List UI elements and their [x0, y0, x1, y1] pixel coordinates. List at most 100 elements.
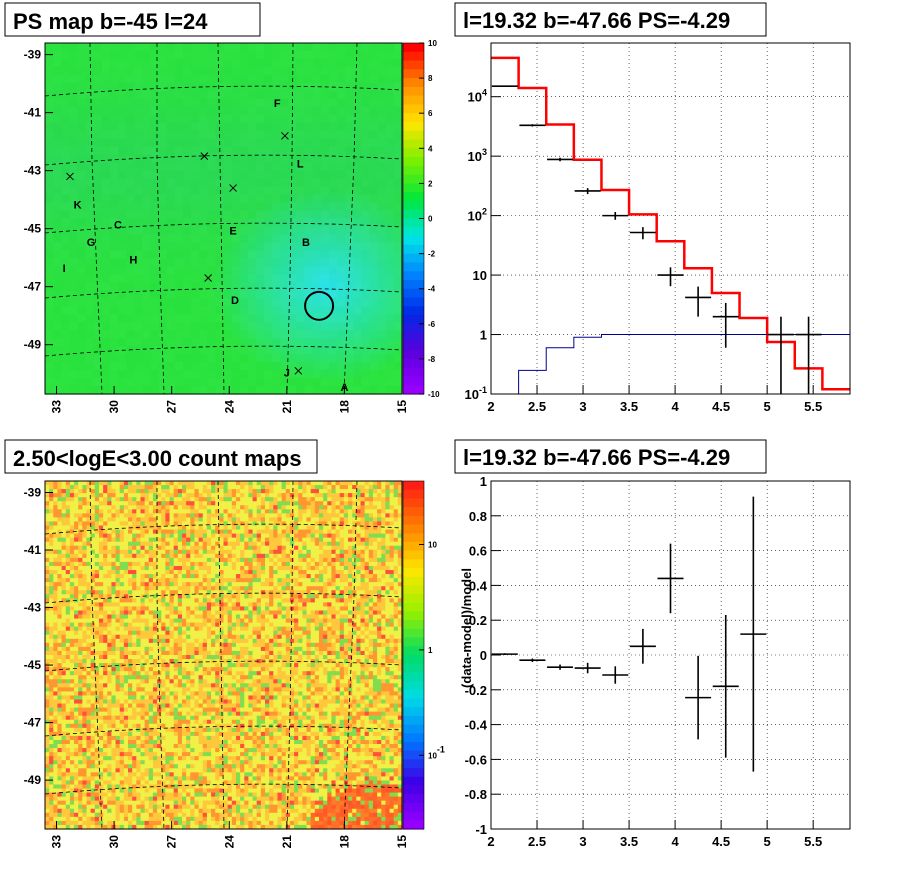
- map-pixel: [281, 545, 287, 551]
- map-pixel: [211, 545, 216, 551]
- map-pixel: [288, 306, 298, 315]
- map-pixel: [128, 561, 133, 567]
- map-pixel: [90, 517, 96, 523]
- map-pixel: [82, 497, 88, 502]
- map-pixel: [78, 481, 83, 486]
- map-pixel: [227, 481, 233, 486]
- map-pixel: [281, 578, 287, 583]
- map-pixel: [57, 521, 63, 527]
- map-pixel: [123, 513, 129, 519]
- map-pixel: [77, 314, 87, 323]
- map-pixel: [115, 481, 121, 486]
- map-pixel: [352, 549, 357, 555]
- map-pixel: [215, 298, 225, 307]
- map-pixel: [302, 545, 308, 551]
- map-pixel: [264, 362, 273, 371]
- map-pixel: [240, 570, 245, 575]
- map-pixel: [190, 485, 196, 490]
- map-pixel: [103, 509, 108, 514]
- map-pixel: [78, 545, 83, 551]
- map-pixel: [115, 521, 121, 527]
- map-pixel: [69, 146, 79, 156]
- map-pixel: [74, 582, 79, 587]
- map-pixel: [82, 561, 88, 567]
- map-pixel: [186, 570, 191, 575]
- map-pixel: [198, 529, 204, 535]
- map-pixel: [61, 82, 70, 92]
- map-pixel: [294, 501, 299, 506]
- map-pixel: [206, 497, 212, 502]
- map-pixel: [173, 509, 179, 514]
- map-pixel: [198, 565, 204, 571]
- map-pixel: [277, 481, 283, 486]
- colorbar-cell: [403, 332, 424, 342]
- map-pixel: [166, 274, 176, 283]
- map-pixel: [337, 162, 346, 172]
- map-pixel: [272, 154, 281, 164]
- map-pixel: [328, 370, 338, 379]
- map-pixel: [240, 582, 245, 587]
- map-pixel: [85, 298, 95, 307]
- map-pixel: [337, 186, 346, 196]
- map-pixel: [53, 586, 59, 591]
- map-pixel: [273, 570, 279, 575]
- map-pixel: [161, 606, 166, 612]
- map-pixel: [53, 338, 62, 347]
- map-pixel: [132, 545, 137, 551]
- map-pixel: [361, 330, 371, 339]
- x-tick-label: 2.5: [528, 399, 546, 414]
- map-pixel: [343, 610, 349, 616]
- map-pixel: [140, 481, 146, 486]
- map-pixel: [53, 74, 62, 84]
- map-pixel: [393, 517, 399, 523]
- map-pixel: [215, 525, 220, 531]
- map-pixel: [173, 602, 179, 608]
- map-pixel: [206, 565, 212, 571]
- map-pixel: [82, 590, 88, 595]
- map-pixel: [177, 525, 183, 531]
- map-pixel: [45, 234, 54, 244]
- map-pixel: [280, 74, 290, 84]
- map-pixel: [90, 578, 96, 583]
- map-pixel: [182, 314, 192, 323]
- map-pixel: [343, 553, 349, 559]
- map-pixel: [211, 610, 216, 616]
- map-pixel: [318, 501, 324, 506]
- map-pixel: [109, 314, 119, 323]
- map-pixel: [223, 170, 233, 180]
- map-pixel: [231, 354, 241, 363]
- map-pixel: [385, 306, 395, 315]
- map-pixel: [298, 586, 303, 591]
- map-pixel: [202, 501, 208, 506]
- map-pixel: [53, 354, 62, 363]
- map-pixel: [265, 549, 270, 555]
- map-pixel: [142, 338, 152, 347]
- map-pixel: [264, 50, 273, 60]
- map-pixel: [306, 501, 312, 506]
- map-pixel: [45, 570, 50, 575]
- map-pixel: [103, 602, 108, 608]
- map-pixel: [239, 170, 249, 180]
- x-tick-label: 15: [395, 400, 409, 414]
- map-pixel: [369, 130, 379, 140]
- map-pixel: [173, 517, 179, 523]
- map-pixel: [239, 194, 249, 204]
- map-pixel: [328, 314, 338, 323]
- map-pixel: [90, 481, 96, 486]
- map-pixel: [177, 598, 183, 603]
- map-pixel: [191, 234, 200, 244]
- map-pixel: [239, 306, 249, 315]
- map-pixel: [265, 529, 270, 535]
- map-pixel: [166, 58, 176, 68]
- map-pixel: [119, 586, 125, 591]
- map-pixel: [90, 570, 96, 575]
- map-pixel: [57, 582, 63, 587]
- map-pixel: [219, 485, 225, 490]
- map-pixel: [227, 521, 233, 527]
- map-pixel: [61, 565, 67, 571]
- map-pixel: [142, 50, 152, 60]
- map-pixel: [327, 493, 333, 498]
- map-pixel: [198, 493, 204, 498]
- map-pixel: [264, 122, 273, 132]
- map-pixel: [49, 598, 54, 603]
